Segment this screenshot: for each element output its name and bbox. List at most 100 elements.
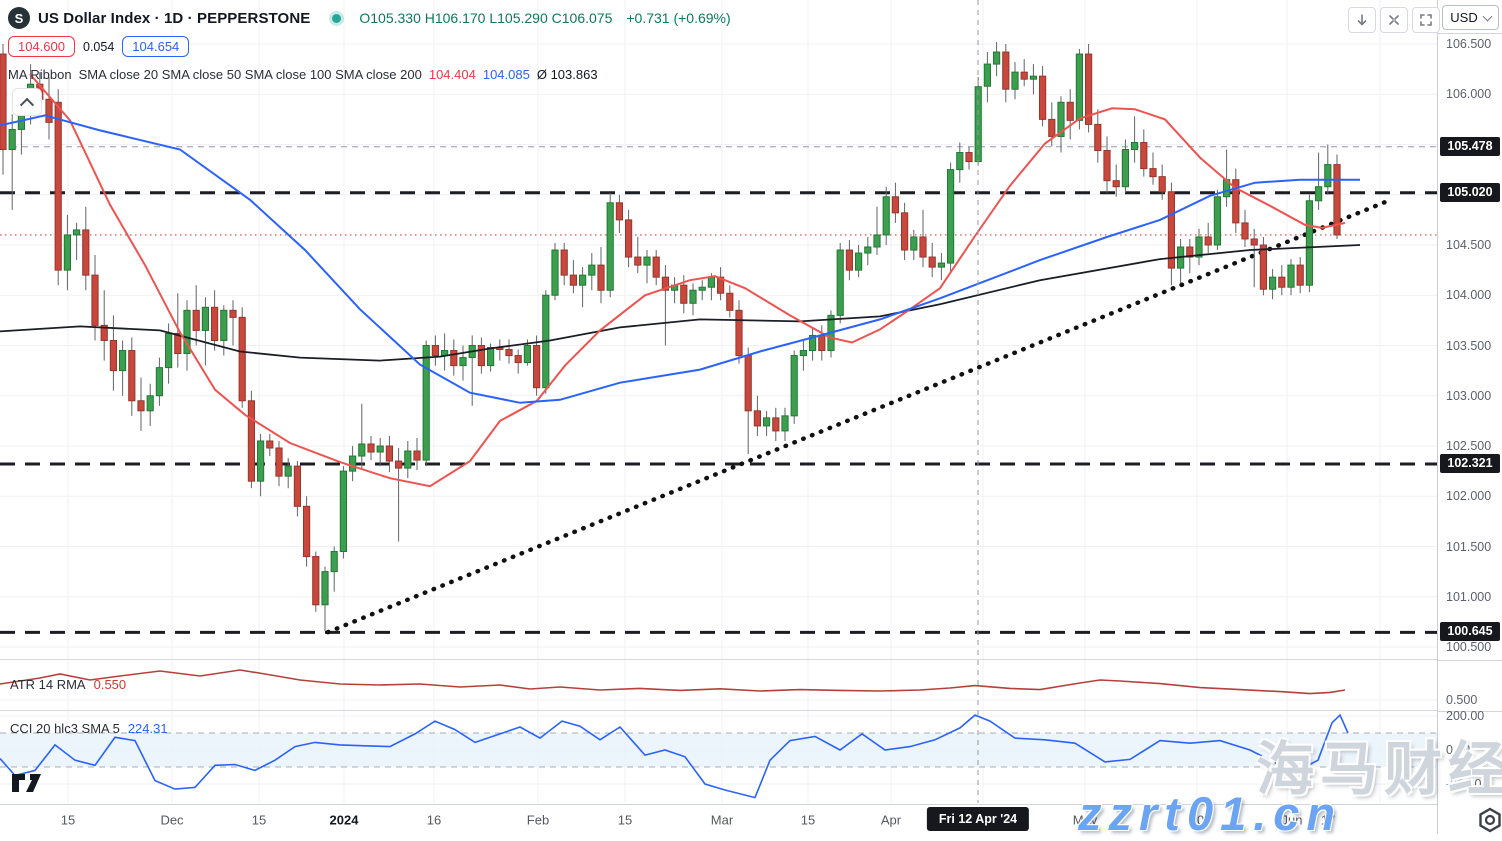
candle-up [201, 306, 210, 331]
candle-up [155, 367, 164, 397]
scroll-down-button[interactable] [1348, 7, 1376, 33]
candle-down [901, 212, 909, 251]
symbol-title[interactable]: US Dollar Index · 1D · PEPPERSTONE [38, 9, 311, 27]
candle-down [385, 445, 393, 462]
candle-down [174, 332, 182, 355]
price-axis-label: 101.000 [1446, 589, 1492, 604]
time-axis[interactable]: 15 Dec 15 2024 16 Feb 15 Mar 15 Apr May 20 Jun 17 Fri… [0, 804, 1502, 835]
axis-separator [1438, 33, 1502, 34]
symbol-logo-icon[interactable]: S [8, 7, 30, 29]
candle-up [459, 357, 467, 367]
ma-ribbon-legend[interactable]: MA Ribbon SMA close 20 SMA close 50 SMA … [8, 67, 598, 82]
candle-down [717, 276, 725, 294]
candle-down [1167, 191, 1176, 269]
candle-down [431, 345, 439, 357]
candle-down [293, 465, 301, 507]
candle-up [183, 309, 191, 355]
time-axis-label: Dec [160, 812, 184, 828]
gridlines [0, 0, 1437, 803]
buy-button[interactable]: 104.654 [122, 36, 190, 57]
candle-up [1315, 186, 1323, 202]
collapse-indicator-button[interactable] [12, 88, 42, 116]
candle-down [477, 345, 485, 367]
candle-up [551, 249, 559, 296]
sma200-line[interactable] [0, 244, 1361, 362]
price-axis-label: 0.500 [1446, 693, 1478, 707]
price-axis-badge: 102.321 [1440, 453, 1500, 473]
sma20-line[interactable] [29, 73, 1346, 488]
fullscreen-button[interactable] [1412, 7, 1440, 33]
sma50-line[interactable] [0, 114, 1360, 404]
candle-down [1094, 123, 1102, 152]
time-axis-label: May [1072, 812, 1098, 828]
candle-down [303, 505, 311, 558]
cci-line[interactable] [0, 713, 1349, 799]
candle-up [339, 470, 347, 553]
candle-down [1186, 246, 1194, 258]
atr-label: ATR 14 RMA [10, 677, 86, 692]
candle-up [956, 152, 964, 171]
candle-down [1149, 168, 1157, 178]
sell-button[interactable]: 104.600 [8, 36, 75, 57]
time-axis-label: Apr [880, 812, 902, 828]
arrow-down-icon [1357, 14, 1367, 26]
candle-down [845, 249, 853, 271]
candle-up [1121, 149, 1130, 188]
price-axis-label: 0.00 [1446, 743, 1471, 757]
candle-up [63, 234, 72, 271]
candle-down [238, 316, 246, 402]
chart-toolbar-right [1348, 7, 1440, 33]
candle-down [533, 345, 541, 389]
price-axis-label: 104.500 [1446, 238, 1492, 252]
cci-legend[interactable]: CCI 20 hlc3 SMA 5 224.31 [10, 721, 168, 736]
candle-up [873, 234, 881, 248]
candle-down [1250, 238, 1258, 246]
candle-down [1241, 222, 1249, 240]
candle-up [707, 276, 715, 288]
candle-up [1287, 264, 1295, 288]
ohlc-values: O105.330 H106.170 L105.290 C106.075 [359, 10, 613, 26]
candle-up [809, 334, 817, 352]
candle-down [735, 309, 743, 357]
indicator-name: MA Ribbon [8, 67, 72, 82]
caret-down-icon [1482, 11, 1493, 21]
candle-up [763, 417, 771, 427]
price-axis[interactable]: USD 106.500 106.000 104.500 104.000 103.500 1… [1437, 0, 1502, 834]
candle-up [1029, 75, 1038, 80]
atr-line[interactable] [0, 669, 1346, 695]
candle-down [137, 400, 145, 412]
candle-down [818, 334, 826, 352]
candle-up [1269, 276, 1277, 290]
candle-down [0, 53, 7, 151]
candle-down [1232, 179, 1240, 224]
candle-down [395, 460, 403, 469]
candle-up [882, 196, 890, 236]
candle-up [588, 264, 596, 276]
candle-up [799, 350, 807, 357]
atr-legend[interactable]: ATR 14 RMA 0.550 [10, 677, 126, 692]
time-axis-label: Mar [710, 812, 734, 828]
candle-down [82, 229, 90, 276]
price-axis-label: 102.000 [1446, 489, 1492, 504]
currency-dropdown[interactable]: USD [1442, 5, 1499, 30]
tradingview-logo[interactable] [10, 772, 46, 794]
trendline[interactable] [325, 197, 1395, 635]
cci-band [0, 732, 1437, 768]
candle-up [643, 256, 651, 266]
candle-down [1085, 53, 1093, 125]
candle-down [1204, 236, 1212, 246]
candle-down [1158, 176, 1166, 193]
candle-up [422, 345, 430, 461]
candle-up [165, 332, 173, 369]
chart-canvas[interactable] [0, 0, 1437, 834]
candle-down [919, 236, 927, 258]
candle-down [680, 284, 688, 304]
price-axis-label: 106.500 [1446, 37, 1492, 51]
price-axis-label: 200.00 [1446, 709, 1485, 723]
time-axis-label: 16 [426, 812, 442, 828]
candle-up [1213, 196, 1222, 246]
market-status-icon[interactable] [332, 13, 342, 23]
candle-down [891, 196, 899, 214]
candle-down [625, 219, 633, 258]
collapse-pane-button[interactable] [1380, 7, 1408, 33]
